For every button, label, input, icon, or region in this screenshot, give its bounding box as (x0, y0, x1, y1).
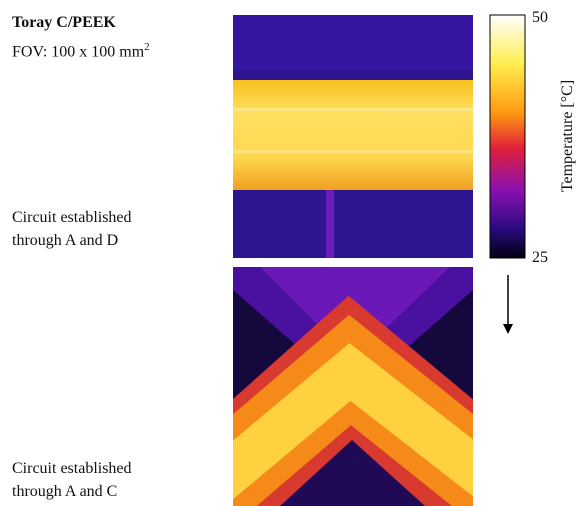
page: Toray C/PEEK FOV: 100 x 100 mm2 Circuit … (0, 0, 578, 506)
thermal-image-bottom (210, 267, 500, 506)
arrow-head (503, 324, 513, 334)
colorbar (490, 15, 525, 258)
colorbar-min: 25 (532, 249, 548, 266)
colorbar-label: Temperature [°C] (559, 80, 576, 192)
thermal-image-top (233, 15, 473, 258)
colorbar-max: 50 (532, 9, 548, 26)
figure: 50 25 Temperature [°C] (0, 0, 578, 506)
